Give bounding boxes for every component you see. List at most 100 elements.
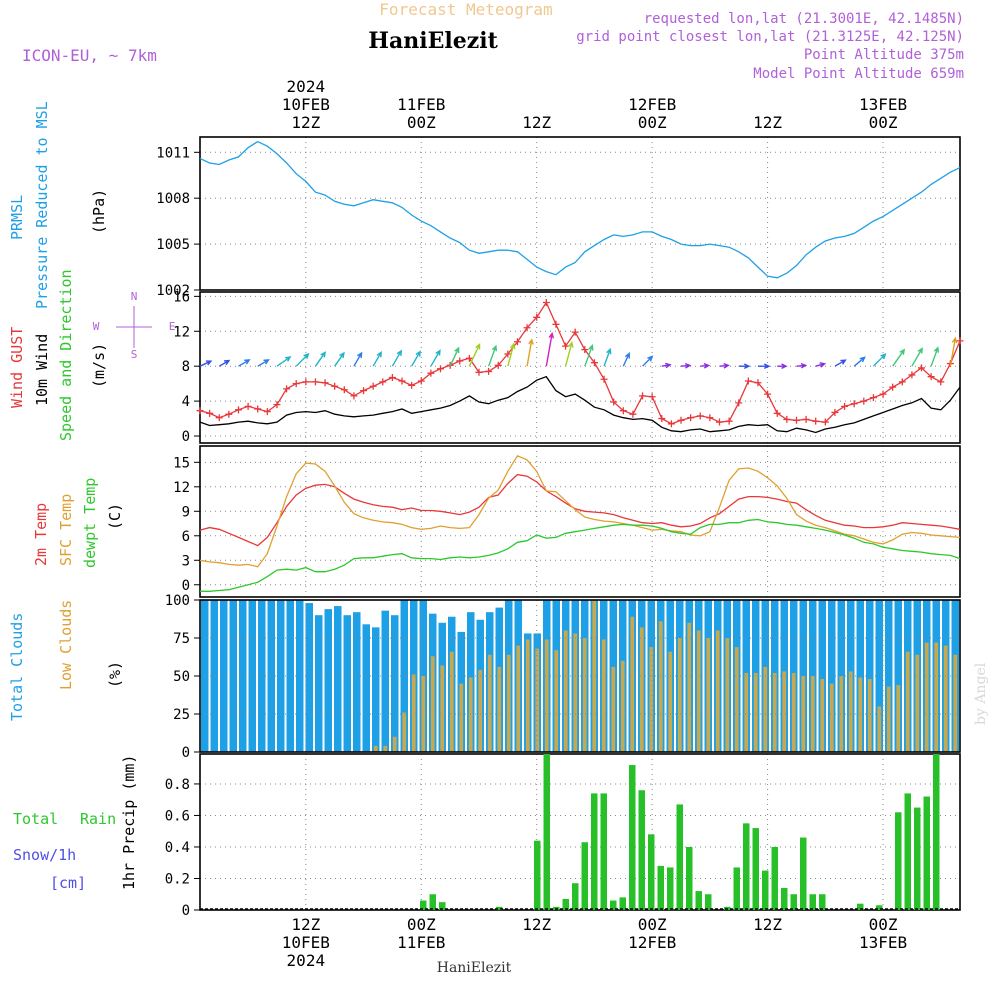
gust-marker xyxy=(696,412,704,420)
low-cloud-bar xyxy=(687,622,692,752)
bottom-tick-label-0-1: 10FEB xyxy=(282,933,330,952)
gust-marker xyxy=(889,383,897,391)
compass-w: W xyxy=(93,320,100,333)
gust-marker xyxy=(937,378,945,386)
gust-marker xyxy=(417,377,425,385)
low-cloud-bar xyxy=(839,676,844,752)
gust-marker xyxy=(350,392,358,400)
gust-marker xyxy=(504,350,512,358)
total-cloud-bar xyxy=(210,600,218,752)
gridpoint-coords: grid point closest lon,lat (21.3125E, 42… xyxy=(576,29,964,45)
low-cloud-bar xyxy=(953,654,958,752)
clouds-label-total: Total Clouds xyxy=(8,613,26,721)
precip-bar xyxy=(809,894,816,910)
gust-line xyxy=(199,301,961,425)
low-cloud-bar xyxy=(430,656,435,752)
low-cloud-bar xyxy=(820,679,825,752)
model-altitude: Model Point Altitude 659m xyxy=(753,66,964,82)
top-tick-label-0-0: 2024 xyxy=(287,77,326,96)
gust-marker xyxy=(340,386,348,394)
gust-marker xyxy=(754,379,762,387)
compass-s: S xyxy=(131,348,138,361)
precip-plot: 0 0.2 0.4 0.6 0.8 xyxy=(165,753,961,919)
low-cloud-bar xyxy=(440,665,445,752)
top-tick-label-0-1: 10FEB xyxy=(282,95,330,114)
bottom-tick-label-3-0: 00Z xyxy=(638,915,667,934)
wind-label-10m: 10m Wind xyxy=(33,334,51,406)
precip-bar xyxy=(572,883,579,910)
gust-marker xyxy=(302,378,310,386)
wind-direction-arrow xyxy=(276,356,292,367)
top-tick-label-4-0: 12Z xyxy=(753,113,782,132)
precip-panel: Total Rain Snow/1h [cm] 1hr Precip (mm) … xyxy=(13,753,961,919)
precip-bar xyxy=(686,846,693,910)
wind-direction-arrow xyxy=(564,341,574,367)
wind-direction-arrow xyxy=(738,363,751,369)
precip-ytick-label-3: 0.6 xyxy=(165,808,190,824)
temp-sfc-line xyxy=(199,454,961,568)
low-cloud-bar xyxy=(829,683,834,752)
total-cloud-bar xyxy=(866,600,874,752)
clouds-ytick-label-3: 75 xyxy=(173,631,190,647)
gust-marker xyxy=(898,378,906,386)
low-cloud-bar xyxy=(459,683,464,752)
wind-label-gust: Wind GUST xyxy=(8,327,26,408)
wind-label: Wind GUST 10m Wind Speed and Direction (… xyxy=(8,269,108,441)
wind-direction-arrow xyxy=(372,350,382,367)
low-cloud-bar xyxy=(753,672,758,752)
low-cloud-bar xyxy=(373,745,378,752)
gust-marker xyxy=(706,414,714,422)
gust-marker xyxy=(783,415,791,423)
top-tick-label-5-1: 00Z xyxy=(869,113,898,132)
low-cloud-bar xyxy=(696,630,701,752)
precip-bar xyxy=(439,902,446,910)
clouds-plot: 0 25 50 75 100 xyxy=(165,593,961,761)
top-tick-label-1-1: 00Z xyxy=(407,113,436,132)
bottom-tick-label-5-1: 13FEB xyxy=(859,933,907,952)
wind-direction-arrow xyxy=(796,362,808,369)
chart-title: Forecast Meteogram xyxy=(379,0,552,19)
low-cloud-bar xyxy=(668,651,673,752)
precip-bar xyxy=(904,793,911,910)
low-cloud-bar xyxy=(877,706,882,752)
clouds-ytick-label-2: 50 xyxy=(173,669,190,685)
total-cloud-bar xyxy=(334,606,342,752)
bottom-tick-label-0-2: 2024 xyxy=(287,951,326,970)
clouds-label-low: Low Clouds xyxy=(57,600,75,690)
low-cloud-bar xyxy=(402,712,407,752)
gust-marker xyxy=(571,328,579,336)
bottom-tick-label-5-0: 00Z xyxy=(869,915,898,934)
top-tick-label-5-0: 13FEB xyxy=(859,95,907,114)
precip-bar xyxy=(781,887,788,910)
precip-bar xyxy=(610,900,617,910)
temp-label-sfc: SFC Temp xyxy=(57,494,75,566)
gust-marker xyxy=(792,416,800,424)
low-cloud-bar xyxy=(582,638,587,752)
precip-bar xyxy=(562,898,569,910)
pressure-plot: 1002 1005 1008 1011 xyxy=(156,136,961,299)
pressure-label-prmsl: PRMSL xyxy=(8,195,26,240)
precip-bar xyxy=(743,823,750,910)
pressure-ytick-label-3: 1011 xyxy=(156,145,190,161)
gust-marker xyxy=(485,367,493,375)
precip-label-snow: Snow/1h xyxy=(13,846,76,864)
top-tick-label-0-2: 12Z xyxy=(291,113,320,132)
wind-direction-arrow xyxy=(777,363,788,369)
wind-ytick-label-3: 12 xyxy=(173,324,190,340)
wind-direction-arrow xyxy=(834,359,847,367)
total-cloud-bar xyxy=(229,600,237,752)
precip-bar xyxy=(695,891,702,910)
precip-unit: 1hr Precip (mm) xyxy=(120,755,138,890)
gust-marker xyxy=(715,418,723,426)
wind-direction-arrow xyxy=(314,351,327,367)
wind-direction-arrow xyxy=(430,349,441,367)
wind-direction-arrow xyxy=(700,363,711,369)
precip-frame xyxy=(199,753,961,911)
precip-bar xyxy=(857,903,864,910)
low-cloud-bar xyxy=(677,638,682,752)
gust-marker xyxy=(956,337,964,345)
point-altitude: Point Altitude 375m xyxy=(804,47,964,63)
precip-label-total: Total xyxy=(13,810,58,828)
wind-ytick-label-2: 8 xyxy=(182,359,190,375)
total-cloud-bar xyxy=(201,600,209,752)
